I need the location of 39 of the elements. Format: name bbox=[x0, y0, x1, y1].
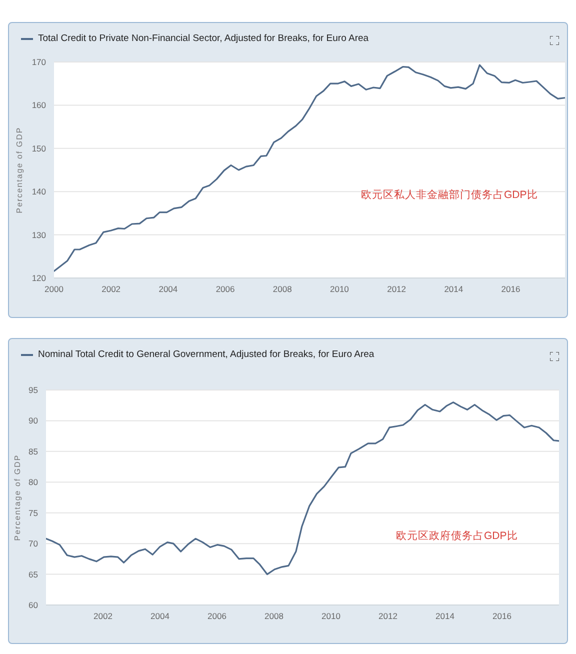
x-tick-label: 2008 bbox=[272, 284, 292, 294]
x-tick-label: 2006 bbox=[216, 284, 236, 294]
y-tick-label: 120 bbox=[32, 273, 46, 284]
x-tick-label: 2004 bbox=[150, 611, 170, 622]
x-tick-label: 2014 bbox=[436, 611, 455, 622]
y-tick-label: 90 bbox=[28, 416, 38, 426]
legend-label: Nominal Total Credit to General Government, Adjusted for Breaks, for Euro Area bbox=[38, 349, 374, 360]
y-tick-label: 130 bbox=[32, 230, 46, 240]
line-series bbox=[46, 401, 559, 576]
x-tick-label: 2002 bbox=[102, 284, 121, 294]
x-tick-label: 2006 bbox=[208, 611, 227, 622]
y-tick-label: 70 bbox=[28, 538, 38, 549]
y-tick-label: 150 bbox=[32, 143, 46, 154]
x-tick-label: 2012 bbox=[378, 611, 398, 622]
y-tick-label: 65 bbox=[28, 569, 38, 580]
y-tick-label: 160 bbox=[32, 100, 46, 110]
y-axis-title: Percentage of GDP bbox=[14, 126, 24, 214]
y-tick-label: 60 bbox=[28, 600, 38, 610]
x-tick-label: 2010 bbox=[322, 611, 341, 622]
y-tick-label: 140 bbox=[32, 186, 46, 197]
line-series bbox=[54, 64, 565, 272]
y-tick-label: 75 bbox=[28, 508, 38, 518]
x-tick-label: 2002 bbox=[94, 611, 113, 622]
x-tick-label: 2004 bbox=[158, 284, 178, 294]
y-tick-label: 95 bbox=[28, 385, 38, 396]
x-tick-label: 2000 bbox=[44, 284, 64, 294]
x-tick-label: 2012 bbox=[387, 284, 406, 294]
y-axis-title: Percentage of GDP bbox=[12, 454, 22, 541]
x-tick-label: 2010 bbox=[330, 284, 350, 294]
annotation: 欧元区私人非金融部门债务占GDP比 bbox=[361, 188, 538, 202]
legend-label: Total Credit to Private Non-Financial Sector, Adjusted for Breaks, for Euro Area bbox=[38, 33, 369, 44]
x-tick-label: 2016 bbox=[492, 611, 512, 622]
x-tick-label: 2008 bbox=[264, 611, 284, 622]
x-tick-label: 2014 bbox=[444, 284, 464, 294]
y-tick-label: 80 bbox=[28, 477, 38, 488]
y-tick-label: 170 bbox=[32, 57, 46, 68]
x-tick-label: 2016 bbox=[501, 284, 520, 294]
y-tick-label: 85 bbox=[28, 446, 38, 456]
annotation: 欧元区政府债务占GDP比 bbox=[396, 529, 518, 543]
